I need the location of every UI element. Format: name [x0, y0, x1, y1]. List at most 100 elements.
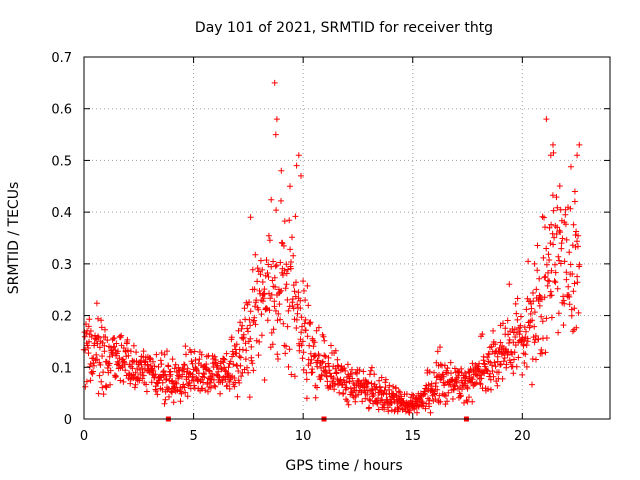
data-point [437, 398, 444, 405]
data-point [459, 386, 465, 393]
x-tick-label: 0 [80, 429, 88, 444]
data-point [166, 393, 172, 400]
data-point [283, 281, 290, 288]
data-point [356, 367, 363, 374]
data-point [343, 384, 350, 391]
data-point [304, 282, 311, 289]
data-point [245, 369, 252, 376]
data-point [287, 183, 293, 190]
data-point [246, 394, 253, 401]
data-point [192, 364, 199, 371]
data-point [513, 363, 520, 370]
data-point [541, 294, 548, 301]
data-point [94, 340, 101, 347]
data-point [280, 242, 287, 249]
data-point [256, 338, 263, 345]
data-point [85, 350, 92, 357]
data-point [437, 376, 444, 383]
data-point [314, 384, 320, 391]
data-point [327, 370, 333, 377]
data-point [550, 141, 556, 148]
data-point [523, 306, 530, 313]
data-point [99, 353, 106, 360]
data-point [363, 383, 370, 390]
data-point [337, 376, 344, 383]
data-point [545, 277, 551, 284]
data-point [278, 167, 285, 174]
data-point [154, 391, 161, 398]
data-point [134, 365, 141, 372]
y-tick-label: 0.1 [51, 361, 72, 376]
data-point [276, 289, 283, 295]
data-point [270, 326, 277, 333]
data-point [247, 335, 254, 342]
data-point [297, 305, 304, 312]
data-point [529, 317, 536, 324]
data-point [183, 351, 189, 358]
data-point [280, 320, 287, 327]
data-point [504, 352, 511, 358]
data-point [169, 389, 175, 396]
data-point [367, 367, 374, 374]
data-point [133, 349, 140, 356]
data-point [375, 395, 382, 402]
data-point [489, 368, 496, 375]
data-point [375, 406, 382, 413]
data-point [86, 363, 93, 370]
data-point [532, 332, 539, 339]
data-point [319, 358, 326, 365]
data-point [444, 398, 451, 405]
data-point [161, 351, 168, 358]
data-point [131, 384, 138, 391]
data-point [490, 327, 497, 334]
data-point [256, 287, 263, 294]
data-point [334, 362, 341, 369]
data-point [371, 371, 378, 378]
data-point [507, 359, 514, 366]
data-point [242, 340, 249, 347]
data-point [272, 263, 279, 270]
data-point [550, 241, 557, 248]
data-point [143, 381, 150, 388]
data-point [447, 381, 454, 388]
data-point [259, 266, 266, 273]
data-point [541, 214, 547, 221]
data-point [233, 341, 240, 348]
data-point [235, 368, 242, 374]
data-point [386, 382, 393, 389]
data-point [571, 305, 578, 312]
data-point [527, 310, 534, 317]
data-point [377, 397, 384, 404]
data-point [457, 392, 464, 399]
data-point [306, 342, 313, 349]
data-point [257, 257, 264, 264]
data-point [184, 393, 191, 400]
data-point [278, 197, 284, 204]
data-point [354, 370, 360, 377]
data-point [247, 308, 254, 315]
data-point [274, 317, 281, 324]
data-point [299, 355, 306, 362]
data-point [575, 309, 582, 316]
data-point [570, 288, 577, 295]
data-point [236, 379, 243, 386]
data-point [414, 409, 420, 416]
data-point [556, 227, 563, 234]
data-point [319, 359, 326, 366]
data-point [87, 328, 94, 334]
data-point [277, 259, 284, 266]
data-point [273, 262, 280, 269]
data-point [252, 251, 259, 258]
data-point [392, 384, 399, 391]
data-point [411, 406, 418, 413]
data-point [246, 316, 253, 323]
data-point [355, 391, 362, 398]
data-point [494, 358, 501, 365]
data-point [151, 363, 158, 370]
data-point [512, 300, 519, 307]
data-point [303, 369, 310, 376]
data-point [104, 337, 111, 344]
data-point [106, 360, 113, 367]
data-point [539, 213, 546, 220]
data-point [369, 386, 376, 393]
